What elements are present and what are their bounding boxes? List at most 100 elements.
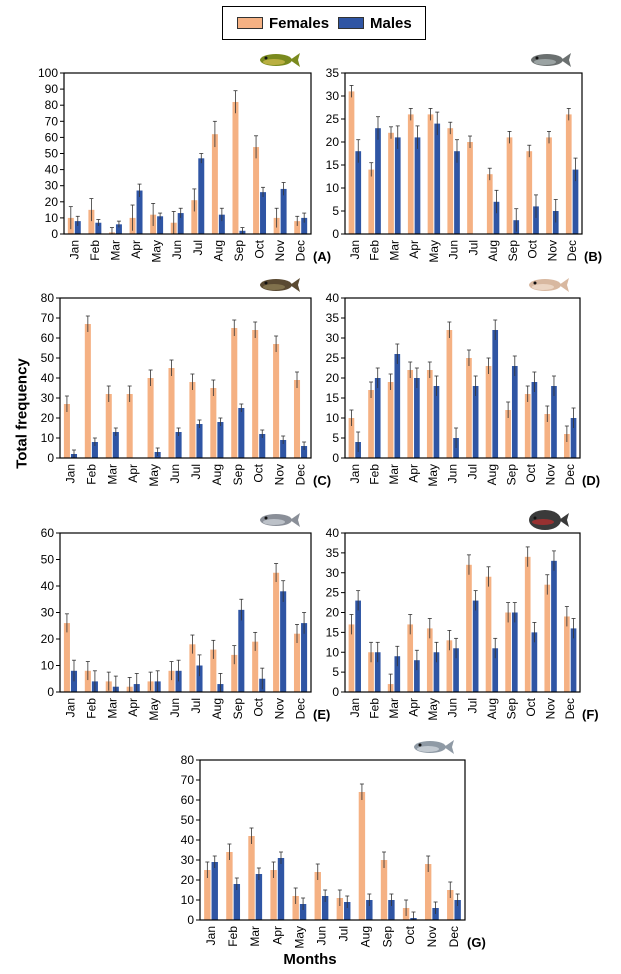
y-tick-label: 15 [326,625,340,639]
female-bar-aug [210,388,217,458]
y-tick-label: 50 [41,351,55,365]
female-bar-sep [505,410,511,458]
female-bar-feb [84,324,91,458]
y-tick-label: 5 [332,665,339,679]
x-tick-label: Apr [407,698,421,717]
x-tick-label: Jun [446,464,460,483]
male-bar-jun [321,896,329,920]
y-tick-label: 40 [326,291,340,305]
x-tick-label: Jun [168,698,182,717]
female-bar-jun [447,128,454,234]
female-bar-oct [524,394,531,458]
male-bar-mar [115,224,122,234]
x-tick-label: Jun [447,240,461,259]
panel-label: (B) [584,249,602,264]
female-bar-jul [467,142,473,234]
female-bar-apr [126,394,133,458]
y-tick-label: 10 [181,893,195,907]
male-bar-jan [355,151,362,234]
male-bar-feb [375,128,381,234]
legend-label-females: Females [269,15,330,32]
male-bar-may [434,123,441,234]
y-tick-label: 0 [332,685,339,699]
tilapia-icon [414,740,454,754]
female-bar-jun [314,872,321,920]
y-tick-label: 10 [326,411,340,425]
x-tick-label: Nov [273,464,287,485]
x-tick-label: Nov [544,464,558,485]
male-bar-apr [136,190,143,234]
y-tick-label: 100 [38,66,58,80]
y-tick-label: 80 [41,291,55,305]
x-tick-label: Feb [84,464,98,485]
x-tick-label: Jun [314,926,328,945]
y-tick-label: 50 [41,553,55,567]
fish-belly [263,284,285,290]
female-bar-oct [252,330,259,458]
x-tick-label: Mar [105,464,119,485]
male-bar-aug [492,330,499,458]
female-bar-nov [546,137,552,234]
male-bar-sep [238,408,245,458]
male-bar-feb [95,222,102,234]
male-bar-aug [217,422,224,458]
x-tick-label: May [147,698,161,721]
male-bar-dec [454,900,461,920]
male-bar-oct [531,382,538,458]
panel-label: (A) [313,249,331,264]
female-bar-apr [407,114,414,234]
x-tick-label: May [147,464,161,487]
female-bar-may [292,896,299,920]
female-bar-feb [368,652,374,692]
female-bar-oct [526,151,533,234]
male-bar-dec [570,628,577,692]
x-tick-label: Dec [563,464,577,485]
x-tick-label: Sep [381,926,395,948]
male-bar-aug [366,900,373,920]
x-tick-label: Feb [367,698,381,719]
y-tick-label: 35 [326,311,340,325]
x-tick-label: Oct [524,463,538,482]
female-bar-aug [485,366,492,458]
x-tick-label: Apr [129,240,143,259]
female-bar-oct [524,556,531,692]
female-bar-jan [204,870,211,920]
fish-tail [290,513,300,527]
x-tick-label: Sep [504,464,518,486]
legend-swatch-males [338,17,364,29]
female-bar-mar [248,836,255,920]
female-bar-aug [486,174,493,234]
plot-frame [344,532,581,693]
x-tick-label: Aug [210,464,224,485]
y-tick-label: 60 [45,130,59,144]
y-tick-label: 20 [41,411,55,425]
female-bar-jul [189,382,196,458]
male-bar-feb [374,378,381,458]
female-bar-mar [105,394,112,458]
x-tick-label: Oct [252,697,266,716]
fish-eye [533,281,537,285]
female-bar-may [426,628,433,692]
x-tick-label: Jul [189,698,203,713]
piranha-icon [529,510,569,530]
plot-frame [63,72,312,235]
female-bar-apr [407,370,414,458]
x-tick-label: Jan [348,698,362,717]
female-bar-may [427,114,434,234]
chart-panel-6: 0 5 10 15 20 25 30 35 40 Jan Feb Mar Apr May Jun Jul Aug… [326,510,599,722]
y-tick-label: 40 [326,526,340,540]
female-bar-dec [293,633,301,692]
x-tick-label: Jun [446,698,460,717]
female-bar-jul [466,358,472,458]
male-bar-may [157,216,164,234]
chart-panel-2: 0 5 10 15 20 25 30 35 Jan Feb Mar Apr May Jun Jul Aug Se… [326,53,602,264]
male-bar-sep [238,609,245,692]
y-tick-label: 25 [326,351,340,365]
female-bar-feb [226,852,233,920]
female-bar-jul [466,564,472,692]
female-bar-jan [348,91,355,235]
x-tick-label: Jul [466,240,480,255]
female-bar-dec [447,890,454,920]
panel-label: (G) [467,935,486,950]
female-bar-nov [273,572,280,692]
